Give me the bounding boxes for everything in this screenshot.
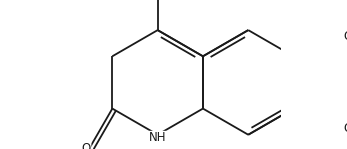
Text: O: O (344, 122, 347, 135)
Text: NH: NH (149, 131, 167, 144)
Text: O: O (344, 30, 347, 43)
Text: O: O (82, 142, 91, 149)
